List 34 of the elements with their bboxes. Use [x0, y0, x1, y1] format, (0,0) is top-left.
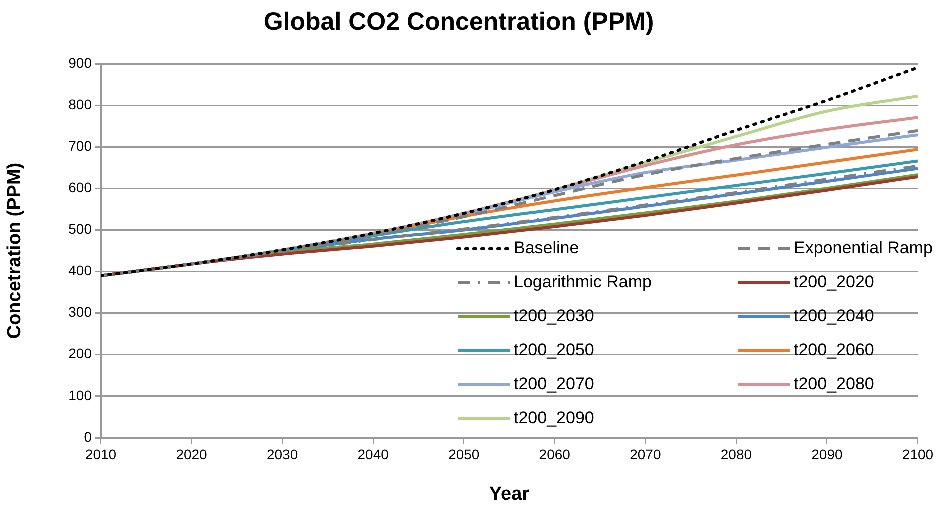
x-tick-label: 2060 — [539, 446, 571, 462]
y-tick-label: 100 — [68, 387, 92, 404]
y-tick-label: 400 — [68, 262, 92, 279]
y-tick-label: 700 — [68, 138, 92, 154]
legend-label: t200_2060 — [794, 340, 874, 360]
legend-label: t200_2030 — [514, 306, 594, 326]
y-tick-label: 300 — [68, 304, 92, 320]
legend-label: t200_2080 — [794, 374, 874, 394]
y-tick-label: 800 — [68, 96, 92, 112]
legend-label: t200_2090 — [514, 408, 594, 428]
legend-label: t200_2020 — [794, 272, 874, 292]
x-tick-label: 2080 — [720, 446, 752, 462]
chart-title: Global CO2 Concentration (PPM) — [264, 8, 654, 36]
y-tick-label: 500 — [68, 221, 92, 238]
y-axis-title: Concetration (PPM) — [4, 162, 26, 340]
legend-label: Logarithmic Ramp — [514, 272, 652, 292]
y-tick-label: 900 — [68, 54, 92, 71]
legend-label: t200_2070 — [514, 374, 594, 394]
y-tick-label: 600 — [68, 180, 92, 196]
legend-label: t200_2050 — [514, 340, 594, 360]
x-tick-label: 2090 — [812, 446, 844, 462]
legend-label: Exponential Ramp — [794, 238, 933, 258]
x-tick-label: 2040 — [358, 446, 390, 462]
legend-label: t200_2040 — [794, 306, 874, 326]
x-tick-label: 2020 — [176, 446, 208, 462]
x-axis-title: Year — [489, 484, 530, 505]
x-tick-label: 2030 — [266, 446, 298, 462]
x-tick-label: 2070 — [630, 446, 662, 462]
legend-label: Baseline — [514, 238, 580, 258]
x-tick-label: 2010 — [85, 446, 117, 462]
x-tick-label: 2050 — [448, 446, 480, 462]
y-tick-label: 200 — [68, 346, 92, 362]
y-tick-label: 0 — [84, 428, 92, 445]
x-tick-label: 2100 — [902, 446, 934, 462]
